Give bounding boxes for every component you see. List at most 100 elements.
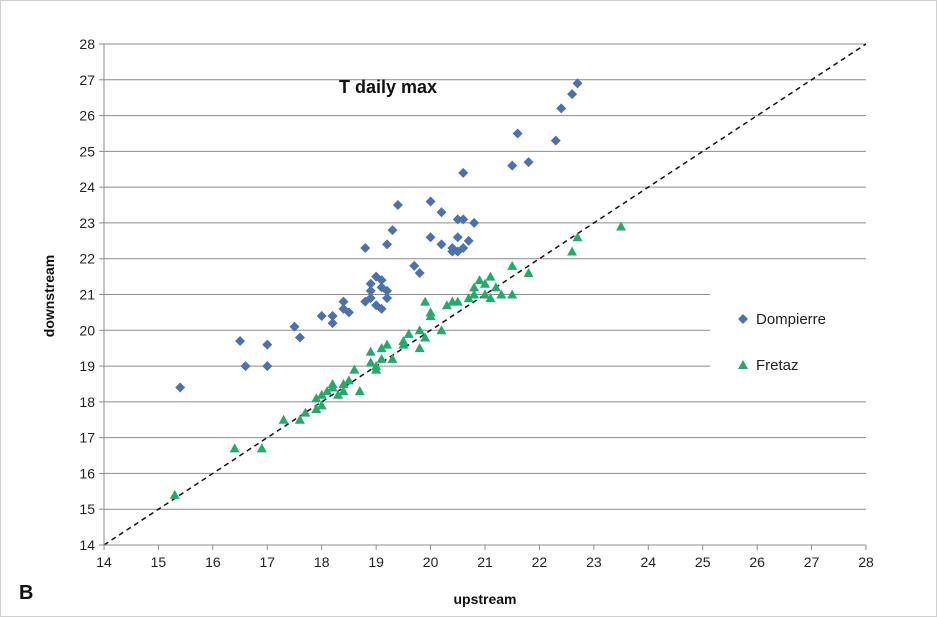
- dompierre-point: [240, 361, 251, 372]
- fretaz-point: [420, 296, 431, 306]
- identity-reference-line: [103, 43, 867, 546]
- fretaz-point: [387, 353, 398, 363]
- dompierre-point: [452, 232, 463, 243]
- fretaz-point: [403, 328, 414, 338]
- x-tick-label: 16: [205, 554, 221, 570]
- dompierre-point: [316, 310, 327, 321]
- fretaz-point: [485, 293, 496, 303]
- x-tick-label: 17: [259, 554, 275, 570]
- x-tick-label: 14: [96, 554, 112, 570]
- fretaz-point: [414, 343, 425, 353]
- fretaz-point: [354, 386, 365, 396]
- legend: Dompierre Fretaz: [738, 311, 826, 374]
- dompierre-point: [458, 214, 469, 225]
- x-tick-label: 22: [532, 554, 548, 570]
- x-tick-label: 19: [368, 554, 384, 570]
- fretaz-point: [333, 389, 344, 399]
- y-axis-title: downstream: [41, 255, 57, 337]
- dompierre-point: [235, 336, 246, 347]
- y-tick-label: 27: [79, 72, 95, 88]
- fretaz-point: [338, 386, 349, 396]
- fretaz-point: [436, 325, 447, 335]
- dompierre-point: [360, 242, 371, 253]
- fretaz-point: [311, 393, 322, 403]
- fretaz-point: [365, 346, 376, 356]
- y-tick-label: 16: [79, 465, 95, 481]
- legend-marker-dompierre: [738, 314, 748, 324]
- x-tick-label: 20: [423, 554, 439, 570]
- dompierre-point: [365, 293, 376, 304]
- fretaz-point: [572, 232, 583, 242]
- fretaz-point: [311, 404, 322, 414]
- y-tick-label: 18: [79, 394, 95, 410]
- dompierre-point: [452, 214, 463, 225]
- fretaz-point: [441, 300, 452, 310]
- y-tick-label: 19: [79, 358, 95, 374]
- dompierre-point: [414, 268, 425, 279]
- fretaz-point: [463, 293, 474, 303]
- dompierre-point: [365, 278, 376, 289]
- fretaz-point: [229, 443, 240, 453]
- y-tick-label: 17: [79, 430, 95, 446]
- x-tick-label: 23: [586, 554, 602, 570]
- legend-label-dompierre: Dompierre: [756, 311, 826, 328]
- dompierre-point: [447, 246, 458, 257]
- fretaz-point: [322, 386, 333, 396]
- legend-label-fretaz: Fretaz: [756, 357, 799, 374]
- x-tick-label: 15: [151, 554, 167, 570]
- chart-title: T daily max: [339, 77, 437, 97]
- x-tick-label: 27: [804, 554, 820, 570]
- dompierre-point: [327, 310, 338, 321]
- fretaz-point: [300, 407, 311, 417]
- fretaz-point: [507, 289, 518, 299]
- dompierre-point: [365, 285, 376, 296]
- reference-line-layer: [103, 43, 867, 546]
- x-tick-label: 21: [477, 554, 493, 570]
- fretaz-point: [425, 310, 436, 320]
- fretaz-point: [414, 325, 425, 335]
- x-tick-label: 18: [314, 554, 330, 570]
- data-points: [169, 78, 627, 499]
- fretaz-point: [278, 414, 289, 424]
- panel-label: B: [19, 582, 33, 604]
- fretaz-point: [327, 378, 338, 388]
- fretaz-point: [316, 400, 327, 410]
- dompierre-point: [175, 382, 186, 393]
- dompierre-point: [382, 285, 393, 296]
- dompierre-point: [262, 361, 273, 372]
- fretaz-point: [382, 339, 393, 349]
- fretaz-point: [420, 332, 431, 342]
- y-tick-label: 20: [79, 322, 95, 338]
- y-tick-label: 25: [79, 143, 95, 159]
- fretaz-point: [316, 389, 327, 399]
- y-tick-label: 23: [79, 215, 95, 231]
- x-tick-label: 24: [640, 554, 656, 570]
- x-tick-label: 26: [749, 554, 765, 570]
- fretaz-point: [523, 268, 534, 278]
- fretaz-point: [376, 343, 387, 353]
- fretaz-point: [452, 296, 463, 306]
- fretaz-point: [474, 275, 485, 285]
- dompierre-point: [409, 260, 420, 271]
- fretaz-point: [507, 260, 518, 270]
- fretaz-point: [490, 282, 501, 292]
- legend-marker-fretaz: [738, 360, 748, 369]
- dompierre-point: [463, 235, 474, 246]
- fretaz-point: [567, 246, 578, 256]
- y-tick-label: 21: [79, 287, 95, 303]
- y-tick-label: 22: [79, 251, 95, 267]
- dompierre-point: [382, 293, 393, 304]
- fretaz-point: [496, 289, 507, 299]
- y-tick-label: 28: [79, 36, 95, 52]
- fretaz-point: [485, 271, 496, 281]
- dompierre-point: [523, 157, 534, 168]
- fretaz-point: [480, 278, 490, 288]
- fretaz-point: [294, 414, 305, 424]
- dompierre-point: [392, 200, 403, 211]
- x-axis-title: upstream: [453, 591, 516, 607]
- x-tick-label: 25: [695, 554, 711, 570]
- dompierre-point: [376, 275, 387, 286]
